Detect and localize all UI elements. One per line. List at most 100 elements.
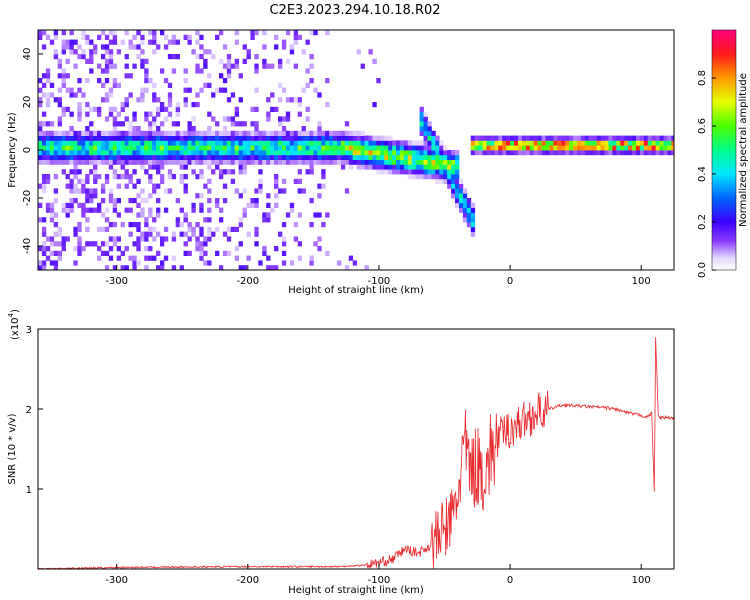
heatmap-cell	[163, 150, 169, 156]
heatmap-cell	[140, 159, 145, 165]
heatmap-cell	[211, 140, 216, 146]
heatmap-cell	[159, 102, 165, 108]
heatmap-cell	[61, 246, 66, 252]
heatmap-cell	[38, 126, 43, 132]
heatmap-cell	[57, 63, 63, 69]
heatmap-cell	[486, 140, 491, 146]
heatmap-cell	[608, 135, 613, 141]
heatmap-cell	[466, 198, 472, 204]
heatmap-cell	[77, 250, 82, 256]
heatmap-cell	[266, 202, 271, 208]
heatmap-cell	[156, 135, 161, 141]
heatmap-cell	[207, 130, 212, 136]
y-tick-label: 2	[26, 405, 32, 416]
heatmap-cell	[57, 73, 63, 79]
heatmap-cell	[156, 97, 161, 103]
heatmap-cell	[309, 30, 314, 36]
heatmap-cell	[455, 169, 460, 175]
heatmap-cell	[395, 150, 401, 156]
heatmap-cell	[175, 106, 181, 112]
heatmap-cell	[573, 135, 578, 141]
heatmap-cell	[277, 159, 283, 165]
heatmap-cell	[61, 68, 66, 74]
heatmap-cell	[49, 212, 55, 218]
heatmap-cell	[187, 130, 192, 136]
heatmap-cell	[81, 130, 86, 136]
heatmap-cell	[246, 145, 251, 151]
heatmap-cell	[203, 58, 208, 64]
heatmap-cell	[128, 150, 133, 156]
heatmap-cell	[557, 140, 562, 146]
heatmap-cell	[474, 145, 480, 151]
heatmap-cell	[419, 174, 424, 180]
heatmap-cell	[152, 226, 157, 232]
heatmap-cell	[144, 78, 149, 84]
heatmap-cell	[156, 44, 161, 50]
heatmap-cell	[360, 63, 365, 69]
heatmap-cell	[451, 159, 456, 165]
heatmap-cell	[148, 193, 153, 199]
heatmap-cell	[61, 135, 66, 141]
heatmap-cell	[140, 39, 145, 45]
heatmap-cell	[69, 145, 74, 151]
heatmap-cell	[529, 135, 535, 141]
heatmap-cell	[93, 193, 98, 199]
heatmap-cell	[167, 169, 173, 175]
heatmap-cell	[274, 106, 279, 112]
heatmap-cell	[159, 178, 165, 184]
snr-scale-label: (x104)	[7, 309, 21, 340]
heatmap-cell	[336, 260, 342, 266]
heatmap-cell	[41, 135, 47, 141]
heatmap-cell	[191, 169, 196, 175]
heatmap-cell	[222, 44, 228, 50]
x-tick-label: 0	[507, 575, 513, 586]
heatmap-cell	[45, 34, 51, 40]
heatmap-cell	[211, 135, 216, 141]
heatmap-cell	[89, 169, 94, 175]
heatmap-cell	[285, 150, 291, 156]
heatmap-cell	[356, 135, 361, 141]
heatmap-cell	[108, 58, 114, 64]
heatmap-cell	[246, 154, 251, 160]
heatmap-cell	[329, 145, 334, 151]
heatmap-cell	[384, 135, 389, 141]
heatmap-cell	[85, 102, 90, 108]
heatmap-cell	[45, 135, 51, 141]
heatmap-cell	[144, 87, 149, 93]
heatmap-cell	[274, 44, 279, 50]
heatmap-cell	[199, 202, 204, 208]
x-tick-label: -300	[105, 276, 128, 287]
heatmap-cell	[41, 111, 47, 117]
heatmap-cell	[49, 154, 55, 160]
heatmap-cell	[431, 159, 436, 165]
heatmap-cell	[152, 97, 157, 103]
heatmap-cell	[163, 130, 169, 136]
heatmap-cell	[281, 145, 287, 151]
heatmap-cell	[647, 140, 653, 146]
heatmap-cell	[403, 154, 409, 160]
heatmap-cell	[659, 140, 664, 146]
heatmap-cell	[411, 145, 417, 151]
heatmap-cell	[132, 34, 137, 40]
heatmap-cell	[124, 145, 129, 151]
heatmap-cell	[395, 159, 401, 165]
heatmap-cell	[112, 130, 118, 136]
heatmap-cell	[431, 164, 436, 170]
heatmap-cell	[81, 92, 86, 98]
heatmap-cell	[195, 68, 200, 74]
heatmap-cell	[191, 126, 196, 132]
heatmap-cell	[281, 159, 287, 165]
heatmap-cell	[183, 212, 188, 218]
heatmap-cell	[419, 150, 424, 156]
heatmap-cell	[293, 130, 299, 136]
colorbar-tick-label: 0.2	[697, 214, 708, 230]
heatmap-cell	[234, 246, 240, 252]
heatmap-cell	[395, 154, 401, 160]
heatmap-cell	[325, 130, 330, 136]
heatmap-cell	[124, 140, 129, 146]
heatmap-cell	[344, 188, 350, 194]
heatmap-cell	[230, 63, 236, 69]
heatmap-cell	[148, 39, 153, 45]
heatmap-cell	[262, 246, 267, 252]
heatmap-cell	[565, 135, 570, 141]
